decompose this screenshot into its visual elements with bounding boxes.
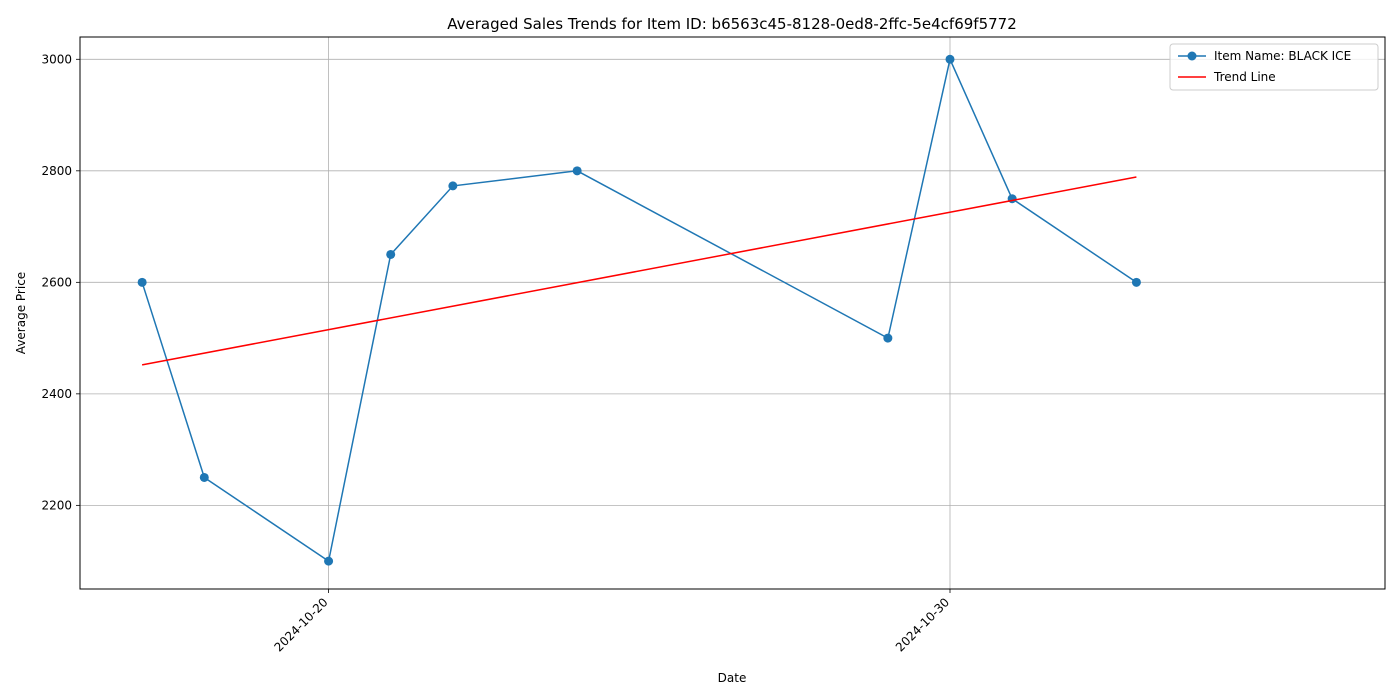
legend-box bbox=[1169, 43, 1379, 91]
data-point bbox=[386, 249, 396, 259]
y-tick-label: 2400 bbox=[41, 387, 72, 401]
data-point bbox=[448, 181, 458, 191]
x-axis-label: Date bbox=[718, 671, 747, 685]
y-tick-label: 2200 bbox=[41, 498, 72, 512]
x-tick-label: 2024-10-30 bbox=[893, 595, 952, 654]
y-tick-label: 2800 bbox=[41, 164, 72, 178]
grid bbox=[80, 37, 1385, 589]
y-axis-label: Average Price bbox=[14, 272, 28, 354]
x-axis: 2024-10-20 2024-10-30 bbox=[271, 589, 952, 654]
legend-entry: Trend Line bbox=[1213, 70, 1276, 84]
legend: Item Name: BLACK ICE Trend Line bbox=[1169, 43, 1379, 91]
series-line-1 bbox=[141, 176, 1137, 366]
legend-marker bbox=[1187, 51, 1197, 61]
y-tick-label: 2600 bbox=[41, 275, 72, 289]
y-tick-label: 3000 bbox=[41, 52, 72, 66]
series-line-0 bbox=[141, 56, 1137, 563]
data-point bbox=[199, 472, 209, 482]
data-point bbox=[945, 54, 955, 64]
data-point bbox=[1131, 277, 1141, 287]
legend-entry: Item Name: BLACK ICE bbox=[1214, 49, 1351, 63]
data-point bbox=[883, 333, 893, 343]
chart-title: Averaged Sales Trends for Item ID: b6563… bbox=[447, 15, 1017, 33]
y-axis: 2200 2400 2600 2800 3000 bbox=[41, 52, 80, 512]
plot-area bbox=[79, 36, 1386, 590]
data-point bbox=[137, 277, 147, 287]
series-layer bbox=[137, 54, 1141, 566]
x-tick-label: 2024-10-20 bbox=[271, 595, 330, 654]
data-point bbox=[1007, 194, 1017, 204]
data-point bbox=[572, 166, 582, 176]
data-point bbox=[324, 556, 334, 566]
